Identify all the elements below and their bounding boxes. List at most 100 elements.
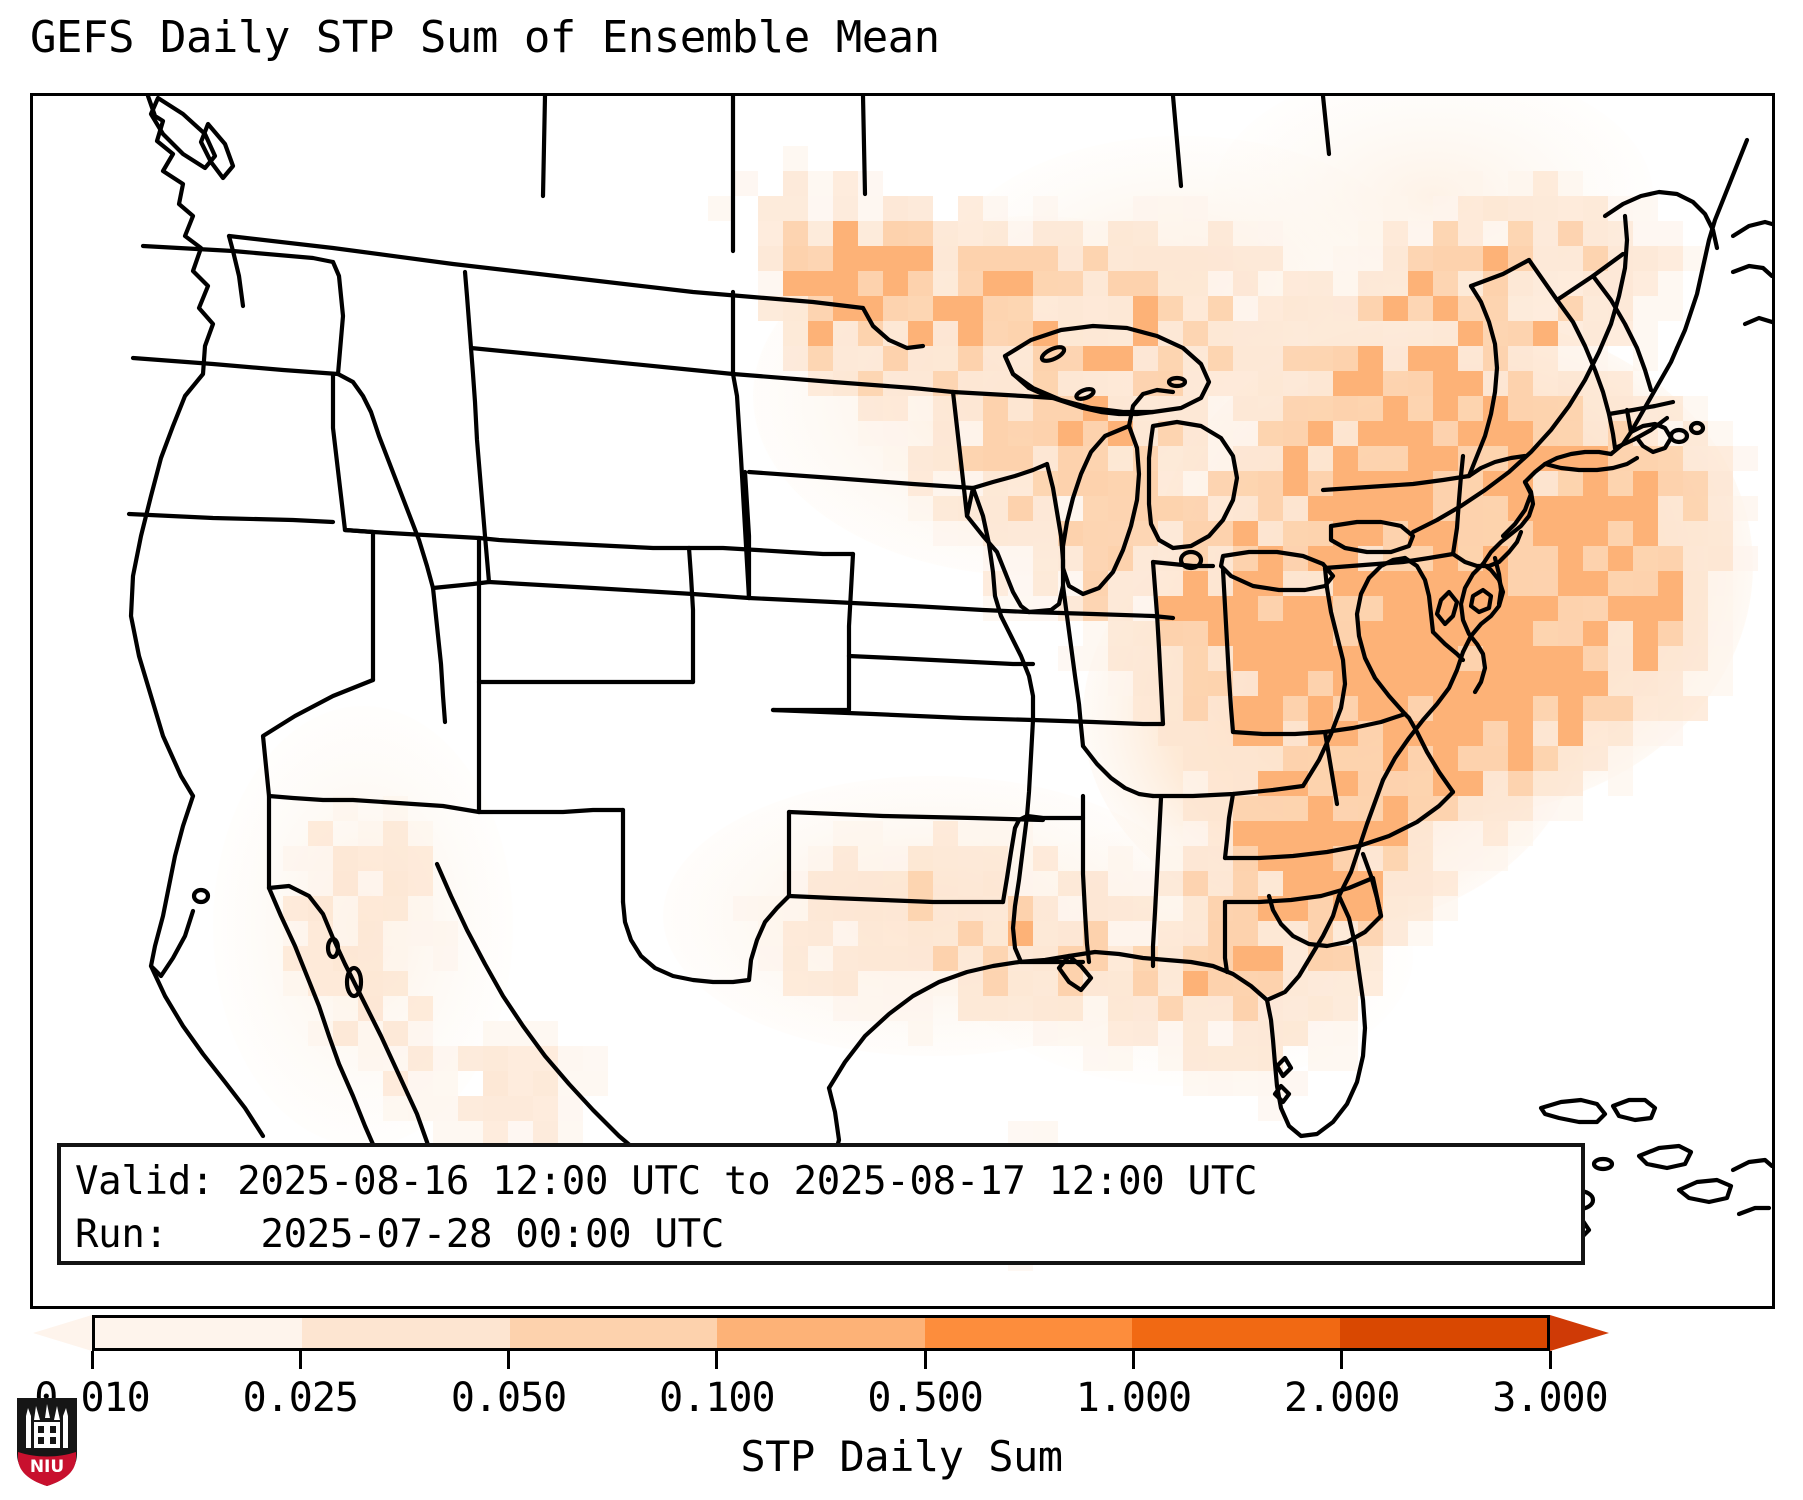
stp-grid-cell (1483, 771, 1508, 796)
stp-grid-cell (1533, 596, 1558, 621)
colorbar-tick-2 (507, 1351, 511, 1369)
stp-grid-cell (1558, 621, 1583, 646)
stp-grid-cell (1558, 471, 1583, 496)
stp-grid-cell (1408, 921, 1433, 946)
stp-grid-cell (1508, 296, 1533, 321)
stp-grid-cell (1058, 1021, 1083, 1046)
stp-grid-cell (1008, 271, 1033, 296)
stp-grid-cell (1258, 246, 1283, 271)
map-panel[interactable] (30, 93, 1775, 1309)
stp-grid-cell (1308, 646, 1333, 671)
stp-grid-cell (808, 846, 833, 871)
stp-grid-cell (1133, 671, 1158, 696)
colorbar-tick-5 (1131, 1351, 1135, 1369)
stp-grid-cell (1433, 821, 1458, 846)
stp-grid-cell (1283, 621, 1308, 646)
stp-grid-cell (1608, 771, 1633, 796)
stp-grid-cell (1183, 1046, 1208, 1071)
stp-grid-cell (1608, 371, 1633, 396)
stp-grid-cell (858, 946, 883, 971)
stp-grid-cell (1133, 871, 1158, 896)
colorbar-gradient[interactable] (92, 1315, 1550, 1351)
stp-grid-cell (908, 496, 933, 521)
stp-grid-cell (1483, 821, 1508, 846)
stp-grid-cell (1383, 196, 1408, 221)
stp-grid-cell (1258, 321, 1283, 346)
stp-grid-cell (1458, 171, 1483, 196)
colorbar-segment-1 (302, 1318, 510, 1348)
stp-grid-cell (1408, 796, 1433, 821)
colorbar-tick-4 (923, 1351, 927, 1369)
stp-grid-cell (1308, 296, 1333, 321)
colorbar-tick-label-7: 3.000 (1492, 1375, 1608, 1421)
stp-grid-cell (1283, 671, 1308, 696)
stp-grid-cell (1183, 571, 1208, 596)
stp-grid-cell (1533, 471, 1558, 496)
stp-grid-cell (1733, 496, 1758, 521)
stp-grid-cell (1208, 471, 1233, 496)
stp-grid-cell (1708, 446, 1733, 471)
stp-grid-cell (408, 846, 433, 871)
stp-grid-cell (1083, 271, 1108, 296)
stp-grid-cell (433, 1046, 458, 1071)
stp-grid-cell (1233, 821, 1258, 846)
stp-grid-cell (833, 996, 858, 1021)
stp-grid-cell (1283, 996, 1308, 1021)
stp-grid-cell (1283, 871, 1308, 896)
stp-grid-cell (1258, 971, 1283, 996)
stp-grid-cell (858, 271, 883, 296)
stp-grid-cell (1383, 621, 1408, 646)
colorbar-axis-title: STP Daily Sum (740, 1432, 1063, 1481)
stp-grid-cell (1483, 746, 1508, 771)
stp-grid-cell (1133, 246, 1158, 271)
stp-grid-cell (1408, 421, 1433, 446)
stp-grid-cell (1458, 796, 1483, 821)
stp-grid-cell (908, 846, 933, 871)
stp-grid-cell (1633, 246, 1658, 271)
stp-grid-cell (1583, 296, 1608, 321)
stp-grid-cell (1708, 646, 1733, 671)
stp-grid-cell (1083, 421, 1108, 446)
stp-grid-cell (1033, 296, 1058, 321)
stp-grid-cell (583, 1071, 608, 1096)
stp-grid-cell (483, 1071, 508, 1096)
stp-grid-cell (758, 196, 783, 221)
niu-logo[interactable]: NIU (14, 1396, 80, 1488)
stp-grid-cell (1058, 596, 1083, 621)
stp-grid-cell (358, 821, 383, 846)
stp-grid-cell (1333, 771, 1358, 796)
stp-grid-cell (1383, 371, 1408, 396)
stp-grid-cell (383, 871, 408, 896)
stp-grid-cell (1408, 496, 1433, 521)
map-canvas (33, 96, 1772, 1306)
stp-grid-cell (783, 346, 808, 371)
stp-grid-cell (1108, 496, 1133, 521)
stp-grid-cell (1183, 321, 1208, 346)
stp-grid-cell (283, 971, 308, 996)
stp-grid-cell (883, 346, 908, 371)
stp-grid-cell (1358, 846, 1383, 871)
stp-grid-cell (1008, 296, 1033, 321)
stp-grid-cell (1383, 896, 1408, 921)
stp-grid-cell (1308, 821, 1333, 846)
stp-grid-cell (308, 846, 333, 871)
stp-grid-cell (1258, 946, 1283, 971)
stp-grid-cell (1233, 646, 1258, 671)
stp-grid-cell (1558, 696, 1583, 721)
niu-castle-windows (38, 1426, 56, 1444)
stp-grid-cell (1283, 496, 1308, 521)
stp-grid-cell (958, 196, 983, 221)
stp-grid-cell (1083, 621, 1108, 646)
stp-grid-cell (1333, 296, 1358, 321)
stp-grid-cell (1283, 796, 1308, 821)
stp-grid-cell (1183, 196, 1208, 221)
stp-grid-cell (1508, 271, 1533, 296)
stp-grid-cell (358, 946, 383, 971)
colorbar[interactable] (0, 1313, 1803, 1373)
stp-grid-cell (1258, 396, 1283, 421)
stp-grid-cell (1558, 521, 1583, 546)
stp-grid-cell (1283, 1021, 1308, 1046)
valid-run-info-box: Valid: 2025-08-16 12:00 UTC to 2025-08-1… (57, 1143, 1585, 1265)
stp-grid-cell (783, 271, 808, 296)
stp-grid-cell (958, 321, 983, 346)
